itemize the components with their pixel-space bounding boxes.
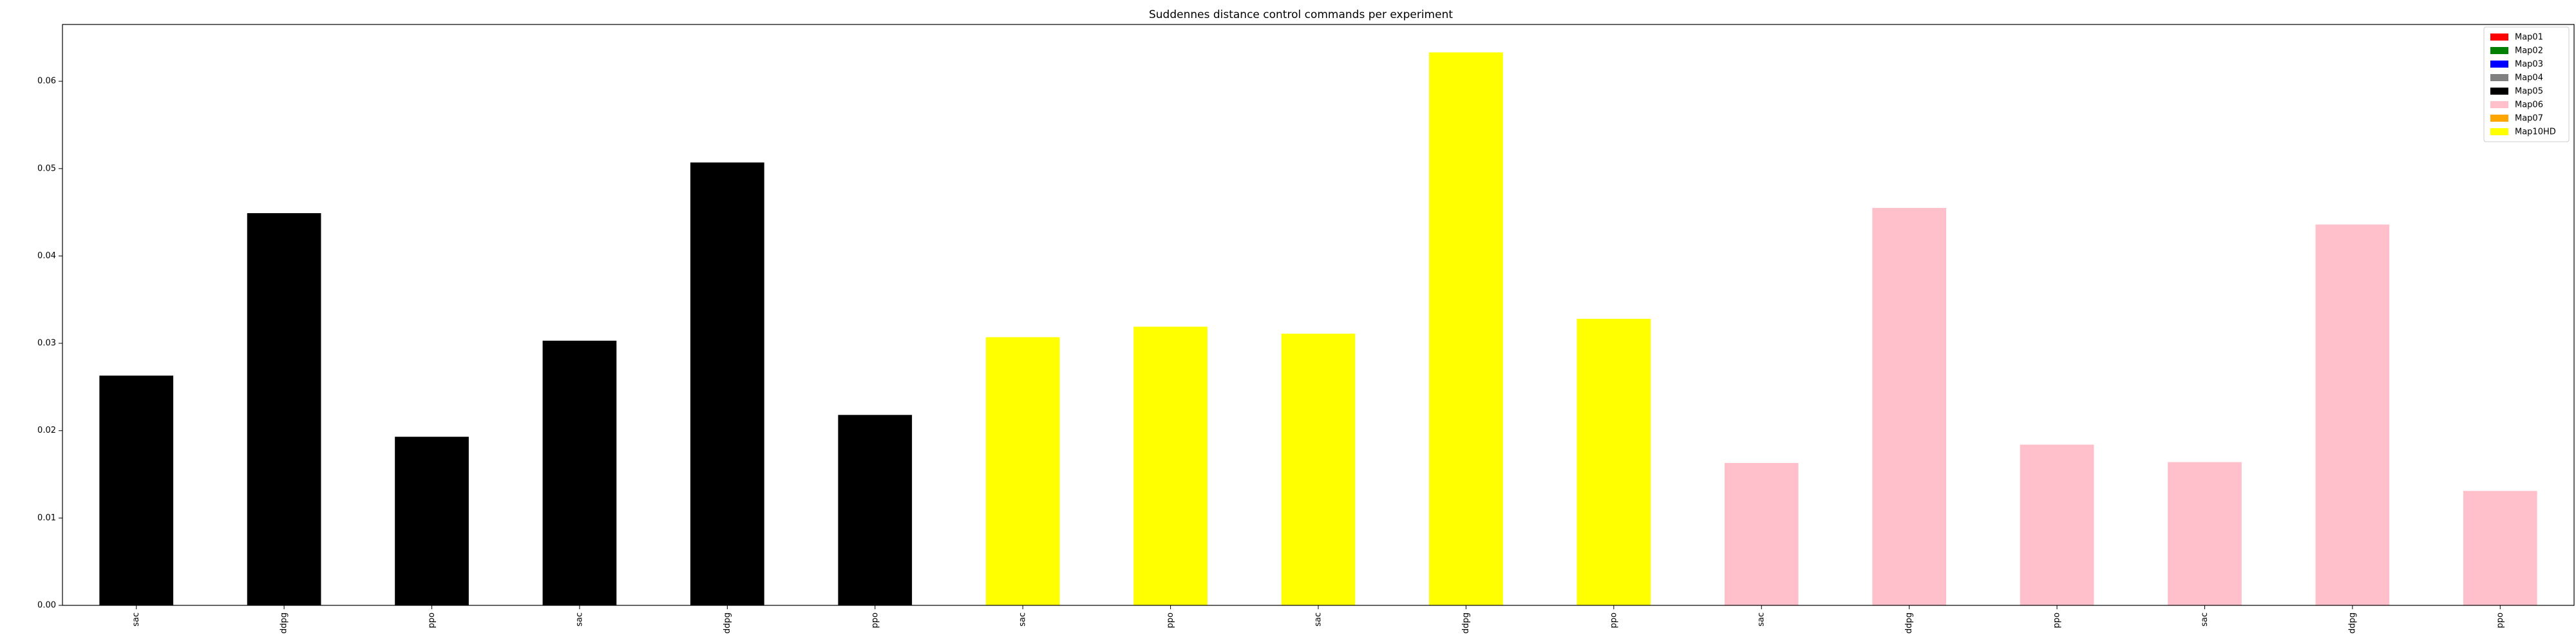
legend-label: Map06 — [2515, 100, 2543, 110]
legend-box — [2483, 26, 2570, 142]
bar — [1872, 207, 1946, 605]
x-tick-label: ppo — [1166, 612, 1175, 629]
bar — [2020, 444, 2094, 605]
x-tick-label: ddpg — [279, 612, 289, 634]
y-tick-label: 0.02 — [37, 426, 56, 435]
bar — [247, 213, 321, 605]
bar — [838, 415, 913, 605]
x-tick-label: sac — [2200, 612, 2210, 627]
y-tick-label: 0.00 — [37, 601, 56, 611]
x-tick-label: sac — [1314, 612, 1323, 627]
x-tick-label: ddpg — [1904, 612, 1914, 634]
legend-swatch — [2490, 128, 2508, 135]
x-tick-label: ppo — [2052, 612, 2062, 629]
x-axis: sac ddpg ppo sac ddpg ppo sac ppo sac ddpg ppo sac d… — [131, 605, 2505, 634]
legend-label: Map01 — [2515, 33, 2543, 43]
x-tick-label: ppo — [870, 612, 880, 629]
x-tick-label: sac — [1757, 612, 1766, 627]
bar — [2463, 491, 2537, 605]
legend-swatch — [2490, 47, 2508, 54]
legend-swatch — [2490, 101, 2508, 108]
legend: Map01 Map02 Map03 Map04 Map05 Map06 Map07 Map10… — [2483, 26, 2570, 142]
bar — [1133, 327, 1208, 605]
y-axis: 0.00 0.01 0.02 0.03 0.04 0.05 0.06 — [37, 77, 62, 611]
bar — [542, 341, 617, 605]
bar — [1577, 319, 1651, 605]
x-tick-label: sac — [574, 612, 584, 627]
bar — [2315, 224, 2390, 605]
x-tick-label: sac — [1018, 612, 1028, 627]
bar — [690, 162, 764, 606]
legend-label: Map02 — [2515, 46, 2543, 56]
bar — [1281, 334, 1356, 605]
legend-label: Map07 — [2515, 114, 2543, 124]
legend-swatch — [2490, 61, 2508, 68]
legend-swatch — [2490, 33, 2508, 41]
y-tick-label: 0.03 — [37, 339, 56, 348]
x-tick-label: sac — [131, 612, 141, 627]
bar — [1429, 52, 1503, 605]
y-tick-label: 0.06 — [37, 77, 56, 86]
legend-swatch — [2490, 74, 2508, 81]
x-tick-label: ddpg — [2347, 612, 2357, 634]
x-tick-label: ddpg — [1461, 612, 1471, 634]
bar — [1724, 462, 1799, 605]
x-tick-label: ppo — [427, 612, 437, 629]
legend-label: Map04 — [2515, 73, 2543, 83]
x-tick-label: ppo — [1609, 612, 1618, 629]
legend-label: Map10HD — [2515, 128, 2556, 137]
y-tick-label: 0.05 — [37, 164, 56, 173]
bars-layer — [99, 52, 2537, 606]
y-tick-label: 0.04 — [37, 251, 56, 261]
bar — [2168, 462, 2242, 605]
plot-frame — [62, 24, 2575, 606]
bar — [395, 437, 469, 605]
legend-label: Map03 — [2515, 60, 2543, 70]
legend-label: Map05 — [2515, 87, 2543, 97]
bar — [99, 375, 174, 605]
x-tick-label: ppo — [2496, 612, 2505, 629]
y-tick-label: 0.01 — [37, 513, 56, 523]
legend-swatch — [2490, 115, 2508, 122]
chart-title: Suddennes distance control commands per … — [1149, 8, 1453, 21]
x-tick-label: ddpg — [723, 612, 732, 634]
bar — [985, 337, 1060, 605]
legend-swatch — [2490, 88, 2508, 95]
